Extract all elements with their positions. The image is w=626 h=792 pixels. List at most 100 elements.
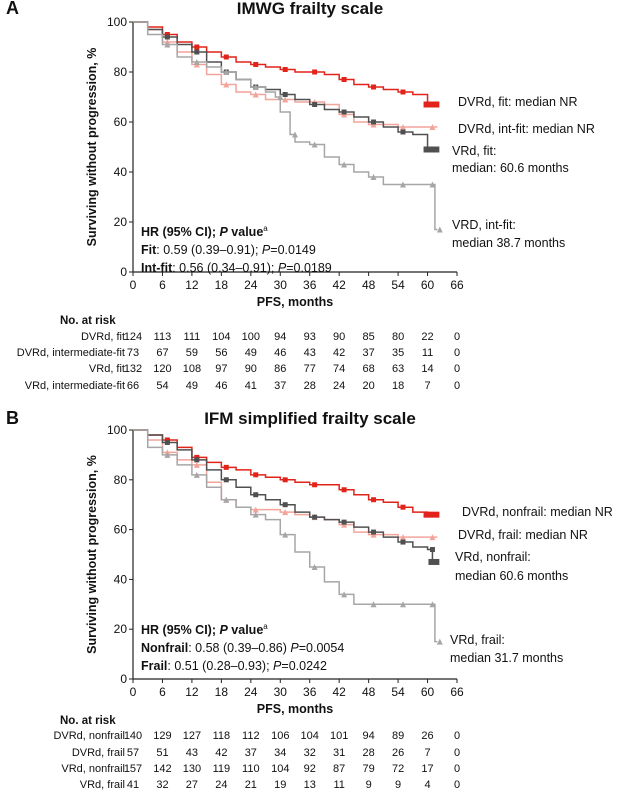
risk-cell: 97 (215, 363, 227, 375)
median-annotation: median 38.7 months (452, 236, 565, 250)
censor-mark (371, 497, 377, 503)
chart-title: IMWG frailty scale (237, 0, 383, 18)
y-tick-label: 60 (114, 115, 128, 129)
risk-table-header: No. at risk (60, 715, 116, 727)
risk-cell: 93 (304, 331, 316, 343)
censor-mark (223, 81, 230, 88)
risk-cell: 89 (392, 730, 404, 742)
risk-cell: 37 (245, 747, 257, 759)
risk-cell: 106 (271, 730, 289, 742)
risk-cell: 67 (156, 347, 168, 359)
risk-row-label: VRd, fit (89, 363, 125, 375)
risk-cell: 41 (127, 779, 139, 791)
risk-cell: 26 (421, 730, 433, 742)
risk-cell: 37 (363, 347, 375, 359)
risk-cell: 124 (124, 331, 142, 343)
risk-cell: 42 (215, 747, 227, 759)
risk-cell: 79 (363, 763, 375, 775)
risk-cell: 59 (186, 347, 198, 359)
series-line-0 (133, 21, 438, 106)
x-tick-label: 18 (215, 685, 229, 699)
median-annotation: DVRd, int-fit: median NR (458, 122, 595, 136)
risk-cell: 28 (363, 747, 375, 759)
y-tick-label: 80 (114, 65, 128, 79)
censor-mark (371, 529, 377, 535)
median-annotation: VRd, fit: (452, 144, 496, 158)
censor-mark (429, 147, 435, 152)
censor-mark (400, 89, 406, 95)
censor-mark (341, 519, 347, 525)
censor-mark (429, 547, 435, 553)
risk-row-label: VRd, nonfrail (61, 763, 125, 775)
censor-mark (193, 471, 200, 478)
panel-letter: A (6, 0, 19, 18)
censor-mark (429, 102, 435, 107)
hr-header: HR (95% CI); P valuea (141, 224, 268, 239)
censor-mark (194, 44, 200, 50)
risk-cell: 49 (245, 347, 257, 359)
censor-mark (277, 94, 284, 100)
y-tick-label: 40 (114, 165, 128, 179)
x-tick-label: 6 (159, 685, 166, 699)
censor-mark (252, 506, 259, 513)
x-tick-label: 66 (450, 685, 464, 699)
median-annotation: VRD, int-fit: (452, 218, 516, 232)
risk-cell: 85 (363, 331, 375, 343)
median-annotation: DVRd, fit: median NR (458, 95, 577, 109)
censor-mark (292, 131, 298, 138)
censor-mark (312, 482, 318, 488)
risk-cell: 19 (274, 779, 286, 791)
median-annotation: median 60.6 months (455, 569, 568, 583)
x-tick-label: 12 (185, 685, 199, 699)
x-axis-label: PFS, months (257, 295, 333, 309)
x-tick-label: 42 (333, 278, 347, 292)
risk-cell: 120 (153, 363, 171, 375)
x-tick-label: 48 (362, 685, 376, 699)
x-tick-label: 36 (303, 278, 317, 292)
risk-cell: 77 (304, 363, 316, 375)
x-tick-label: 42 (333, 685, 347, 699)
risk-cell: 27 (186, 779, 198, 791)
y-tick-label: 100 (107, 15, 127, 29)
risk-cell: 104 (271, 763, 289, 775)
hr-line: Fit: 0.59 (0.39–0.91); P=0.0149 (141, 243, 316, 257)
risk-cell: 92 (304, 763, 316, 775)
hr-header: HR (95% CI); P valuea (141, 622, 268, 637)
y-tick-label: 20 (114, 622, 128, 636)
censor-mark (341, 591, 348, 598)
censor-mark (223, 464, 229, 470)
censor-mark (341, 161, 348, 168)
censor-mark (436, 638, 443, 645)
median-annotation: VRd, frail: (450, 633, 505, 647)
censor-mark (400, 534, 406, 541)
censor-mark (282, 96, 289, 103)
x-tick-label: 54 (391, 278, 405, 292)
censor-mark (282, 509, 289, 516)
censor-mark (429, 601, 436, 608)
censor-mark (282, 502, 288, 508)
censor-mark (223, 54, 229, 60)
risk-cell: 0 (454, 380, 460, 392)
censor-mark (400, 124, 406, 130)
censor-mark (282, 531, 289, 538)
median-annotation: VRd, nonfrail: (455, 550, 531, 564)
risk-cell: 34 (274, 747, 286, 759)
risk-cell: 113 (154, 331, 172, 343)
risk-cell: 112 (242, 730, 260, 742)
censor-mark (194, 49, 200, 55)
series-line-3 (133, 429, 438, 643)
risk-cell: 7 (424, 380, 430, 392)
censor-mark (429, 124, 436, 130)
risk-cell: 18 (392, 380, 404, 392)
risk-cell: 24 (215, 779, 227, 791)
censor-mark (252, 511, 259, 518)
censor-mark (370, 174, 377, 180)
censor-mark (164, 41, 171, 48)
hr-line: Nonfrail: 0.58 (0.39–0.86) P=0.0054 (141, 641, 344, 655)
median-annotation: DVRd, nonfrail: median NR (462, 505, 613, 519)
risk-cell: 22 (421, 331, 433, 343)
risk-cell: 0 (454, 331, 460, 343)
risk-cell: 43 (304, 347, 316, 359)
censor-mark (223, 496, 230, 503)
censor-mark (193, 59, 200, 65)
